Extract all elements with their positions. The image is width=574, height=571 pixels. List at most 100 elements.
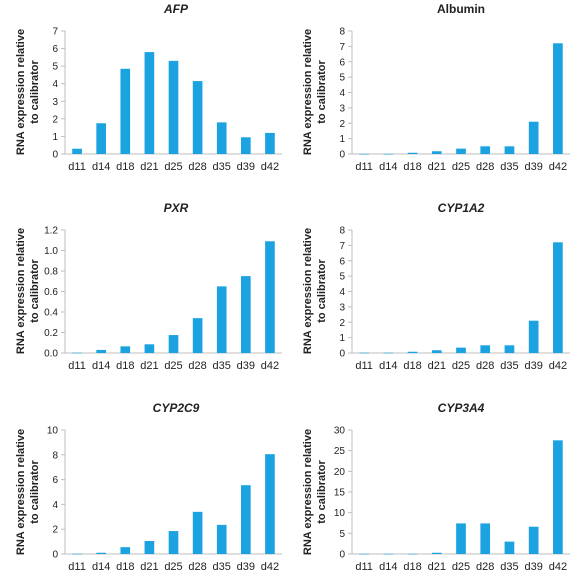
x-tick-label: d35 [213,161,231,173]
bar-d14 [96,552,106,554]
x-tick-label: d25 [452,561,470,571]
chart-panel-5: CYP3A4 RNA expression relative to calibrat… [302,401,570,571]
chart-panel-4: CYP2C9 RNA expression relative to calibrat… [15,401,282,571]
x-tick-label: d21 [140,360,158,372]
x-tick-label: d39 [237,561,255,571]
bar-d14 [383,352,394,354]
chart-title: PXR [164,201,189,215]
bar-d25 [456,347,466,353]
bar-d14 [383,553,394,555]
y-tick-label: 7 [339,241,345,252]
y-tick-label: 5 [339,272,345,283]
x-tick-label: d21 [428,161,446,173]
bar-d14 [96,123,106,154]
y-tick-label: 6 [339,256,345,267]
y-axis-label-line: RNA expression relative [302,29,314,155]
y-axis-label: RNA expression relative to calibrator [302,429,328,555]
x-tick-label: d42 [549,561,567,571]
y-tick-label: 15 [334,488,346,499]
x-tick-label: d18 [116,360,134,372]
chart-panel-2: PXR RNA expression relative to calibrator0… [15,201,282,372]
y-axis-label-line: to calibrator [29,259,41,323]
bar-d18 [120,68,131,154]
x-tick-label: d14 [92,561,110,571]
x-tick-label: d21 [428,561,446,571]
y-axis-label: RNA expression relative to calibrator [302,228,328,354]
y-tick-label: 0 [52,150,58,161]
y-tick-label: 6 [339,57,345,68]
bar-d21 [431,350,442,353]
y-tick-label: 5 [52,62,58,73]
x-tick-label: d11 [68,161,86,173]
x-tick-label: d28 [188,561,206,571]
y-tick-label: 2 [52,525,58,536]
bar-d42 [553,43,563,154]
y-axis-label-line: RNA expression relative [15,29,27,155]
bar-d21 [144,52,155,155]
y-tick-label: 4 [52,79,58,90]
bar-d39 [528,121,539,154]
x-tick-label: d39 [237,360,255,372]
bar-d35 [504,146,515,154]
bar-d18 [120,346,131,353]
x-tick-label: d14 [92,360,110,372]
x-tick-label: d25 [164,360,182,372]
chart-title: Albumin [437,2,485,16]
y-tick-label: 1.0 [44,246,58,257]
y-tick-label: 0.8 [44,267,58,278]
y-tick-label: 3 [339,302,345,313]
y-axis-label: RNA expression relative to calibrator [15,228,41,354]
bar-d39 [241,137,251,154]
y-tick-label: 2 [339,318,345,329]
y-axis-label-line: RNA expression relative [15,429,27,555]
y-tick-label: 4 [339,88,345,99]
bar-d39 [528,526,539,554]
x-tick-label: d25 [452,161,470,173]
bar-d11 [359,352,369,354]
bar-d42 [265,132,275,154]
x-tick-label: d35 [500,561,518,571]
y-axis-label-line: to calibrator [29,460,41,524]
chart-panel-0: AFP RNA expression relative to calibrator 0… [15,2,282,173]
x-tick-label: d42 [261,161,279,173]
y-tick-label: 7 [52,27,58,38]
y-tick-label: 3 [52,97,58,108]
bar-d11 [72,553,82,555]
bar-d42 [553,242,563,353]
chart-title: CYP3A4 [438,401,485,415]
x-tick-label: d28 [188,161,206,173]
y-tick-label: 0 [339,550,345,561]
bar-d35 [504,541,515,554]
bar-d39 [241,276,251,353]
x-tick-label: d21 [140,561,158,571]
y-axis-label-line: RNA expression relative [302,228,314,354]
y-tick-label: 0.4 [44,308,58,319]
bar-d28 [480,146,491,154]
y-tick-label: 8 [339,27,345,38]
y-axis-label-line: to calibrator [316,60,328,124]
y-axis-label-line: to calibrator [316,460,328,524]
y-tick-label: 6 [52,44,58,55]
x-tick-label: d21 [140,161,158,173]
x-tick-label: d35 [500,161,518,173]
y-tick-label: 6 [52,475,58,486]
bar-d35 [504,345,515,353]
y-axis-label-line: RNA expression relative [302,429,314,555]
y-tick-label: 8 [52,450,58,461]
x-tick-label: d39 [524,360,542,372]
x-tick-label: d14 [379,161,397,173]
y-axis-label: RNA expression relative to calibrator [15,429,41,555]
y-tick-label: 0 [52,550,58,561]
bar-d25 [168,531,179,554]
bar-d18 [407,351,418,353]
bar-d25 [168,60,179,154]
x-tick-label: d42 [261,360,279,372]
y-tick-label: 0 [339,150,345,161]
x-tick-label: d18 [116,561,134,571]
y-tick-label: 4 [339,287,345,298]
y-tick-label: 7 [339,42,345,53]
y-tick-label: 3 [339,103,345,114]
bar-d28 [480,345,491,353]
y-tick-label: 0.2 [44,328,58,339]
